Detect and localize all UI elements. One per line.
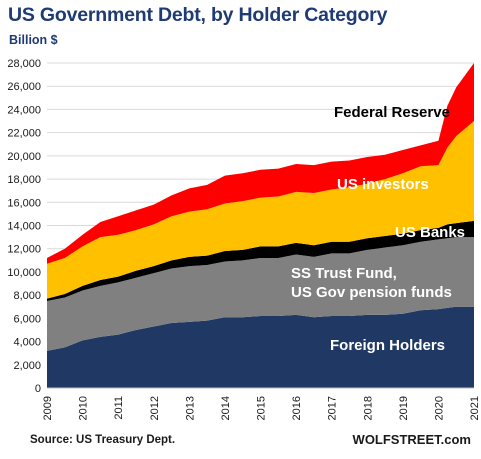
x-tick-label-10: 2019 bbox=[398, 396, 410, 420]
source-note: Source: US Treasury Dept. bbox=[30, 434, 176, 446]
area-series-0 bbox=[47, 306, 474, 388]
area-series-2 bbox=[47, 220, 474, 301]
series-label-4: Federal Reserve bbox=[334, 104, 450, 121]
x-tick-label-6: 2015 bbox=[256, 396, 268, 420]
series-label-3: US investors bbox=[337, 176, 429, 193]
y-tick-label-10: 20,000 bbox=[7, 151, 41, 163]
y-tick-label-13: 26,000 bbox=[7, 81, 41, 93]
series-labels: Foreign Holders SS Trust Fund, US Gov pens… bbox=[291, 104, 465, 354]
y-tick-label-2: 4,000 bbox=[13, 337, 41, 349]
y-tick-label-6: 12,000 bbox=[7, 244, 41, 256]
x-tick-label-2: 2011 bbox=[113, 396, 125, 420]
area-series-1 bbox=[47, 237, 474, 351]
x-tick-label-0: 2009 bbox=[42, 396, 54, 420]
x-tick-label-9: 2018 bbox=[362, 396, 374, 420]
brand-credit: WOLFSTREET.com bbox=[352, 432, 471, 447]
chart-unit-label: Billion $ bbox=[9, 33, 58, 47]
x-tick-label-8: 2017 bbox=[327, 396, 339, 420]
y-tick-label-12: 24,000 bbox=[7, 104, 41, 116]
y-tick-label-1: 2,000 bbox=[13, 360, 41, 372]
y-tick-label-14: 28,000 bbox=[7, 58, 41, 70]
y-tick-label-5: 10,000 bbox=[7, 267, 41, 279]
series-label-1: SS Trust Fund, US Gov pension funds bbox=[291, 265, 452, 301]
y-tick-label-9: 18,000 bbox=[7, 174, 41, 186]
x-tick-label-3: 2012 bbox=[149, 396, 161, 420]
y-tick-label-4: 8,000 bbox=[13, 290, 41, 302]
y-tick-label-7: 14,000 bbox=[7, 221, 41, 233]
x-tick-label-7: 2016 bbox=[291, 396, 303, 420]
y-tick-label-8: 16,000 bbox=[7, 197, 41, 209]
area-series-4 bbox=[47, 63, 474, 264]
series-label-2: US Banks bbox=[395, 224, 465, 241]
x-tick-label-5: 2014 bbox=[220, 396, 232, 420]
x-tick-label-4: 2013 bbox=[184, 396, 196, 420]
area-layer bbox=[47, 63, 474, 388]
series-label-0: Foreign Holders bbox=[330, 337, 445, 354]
axes: 0 2,000 4,000 6,000 8,000 10,000 12,000 14,000 1… bbox=[7, 58, 481, 420]
x-tick-label-1: 2010 bbox=[78, 396, 90, 420]
y-tick-label-0: 0 bbox=[35, 383, 41, 395]
y-tick-label-11: 22,000 bbox=[7, 128, 41, 140]
x-tick-label-12: 2021 bbox=[469, 396, 481, 420]
x-tick-label-11: 2020 bbox=[433, 396, 445, 420]
y-tick-label-3: 6,000 bbox=[13, 313, 41, 325]
area-series-3 bbox=[47, 121, 474, 299]
chart-title: US Government Debt, by Holder Category bbox=[8, 4, 388, 26]
